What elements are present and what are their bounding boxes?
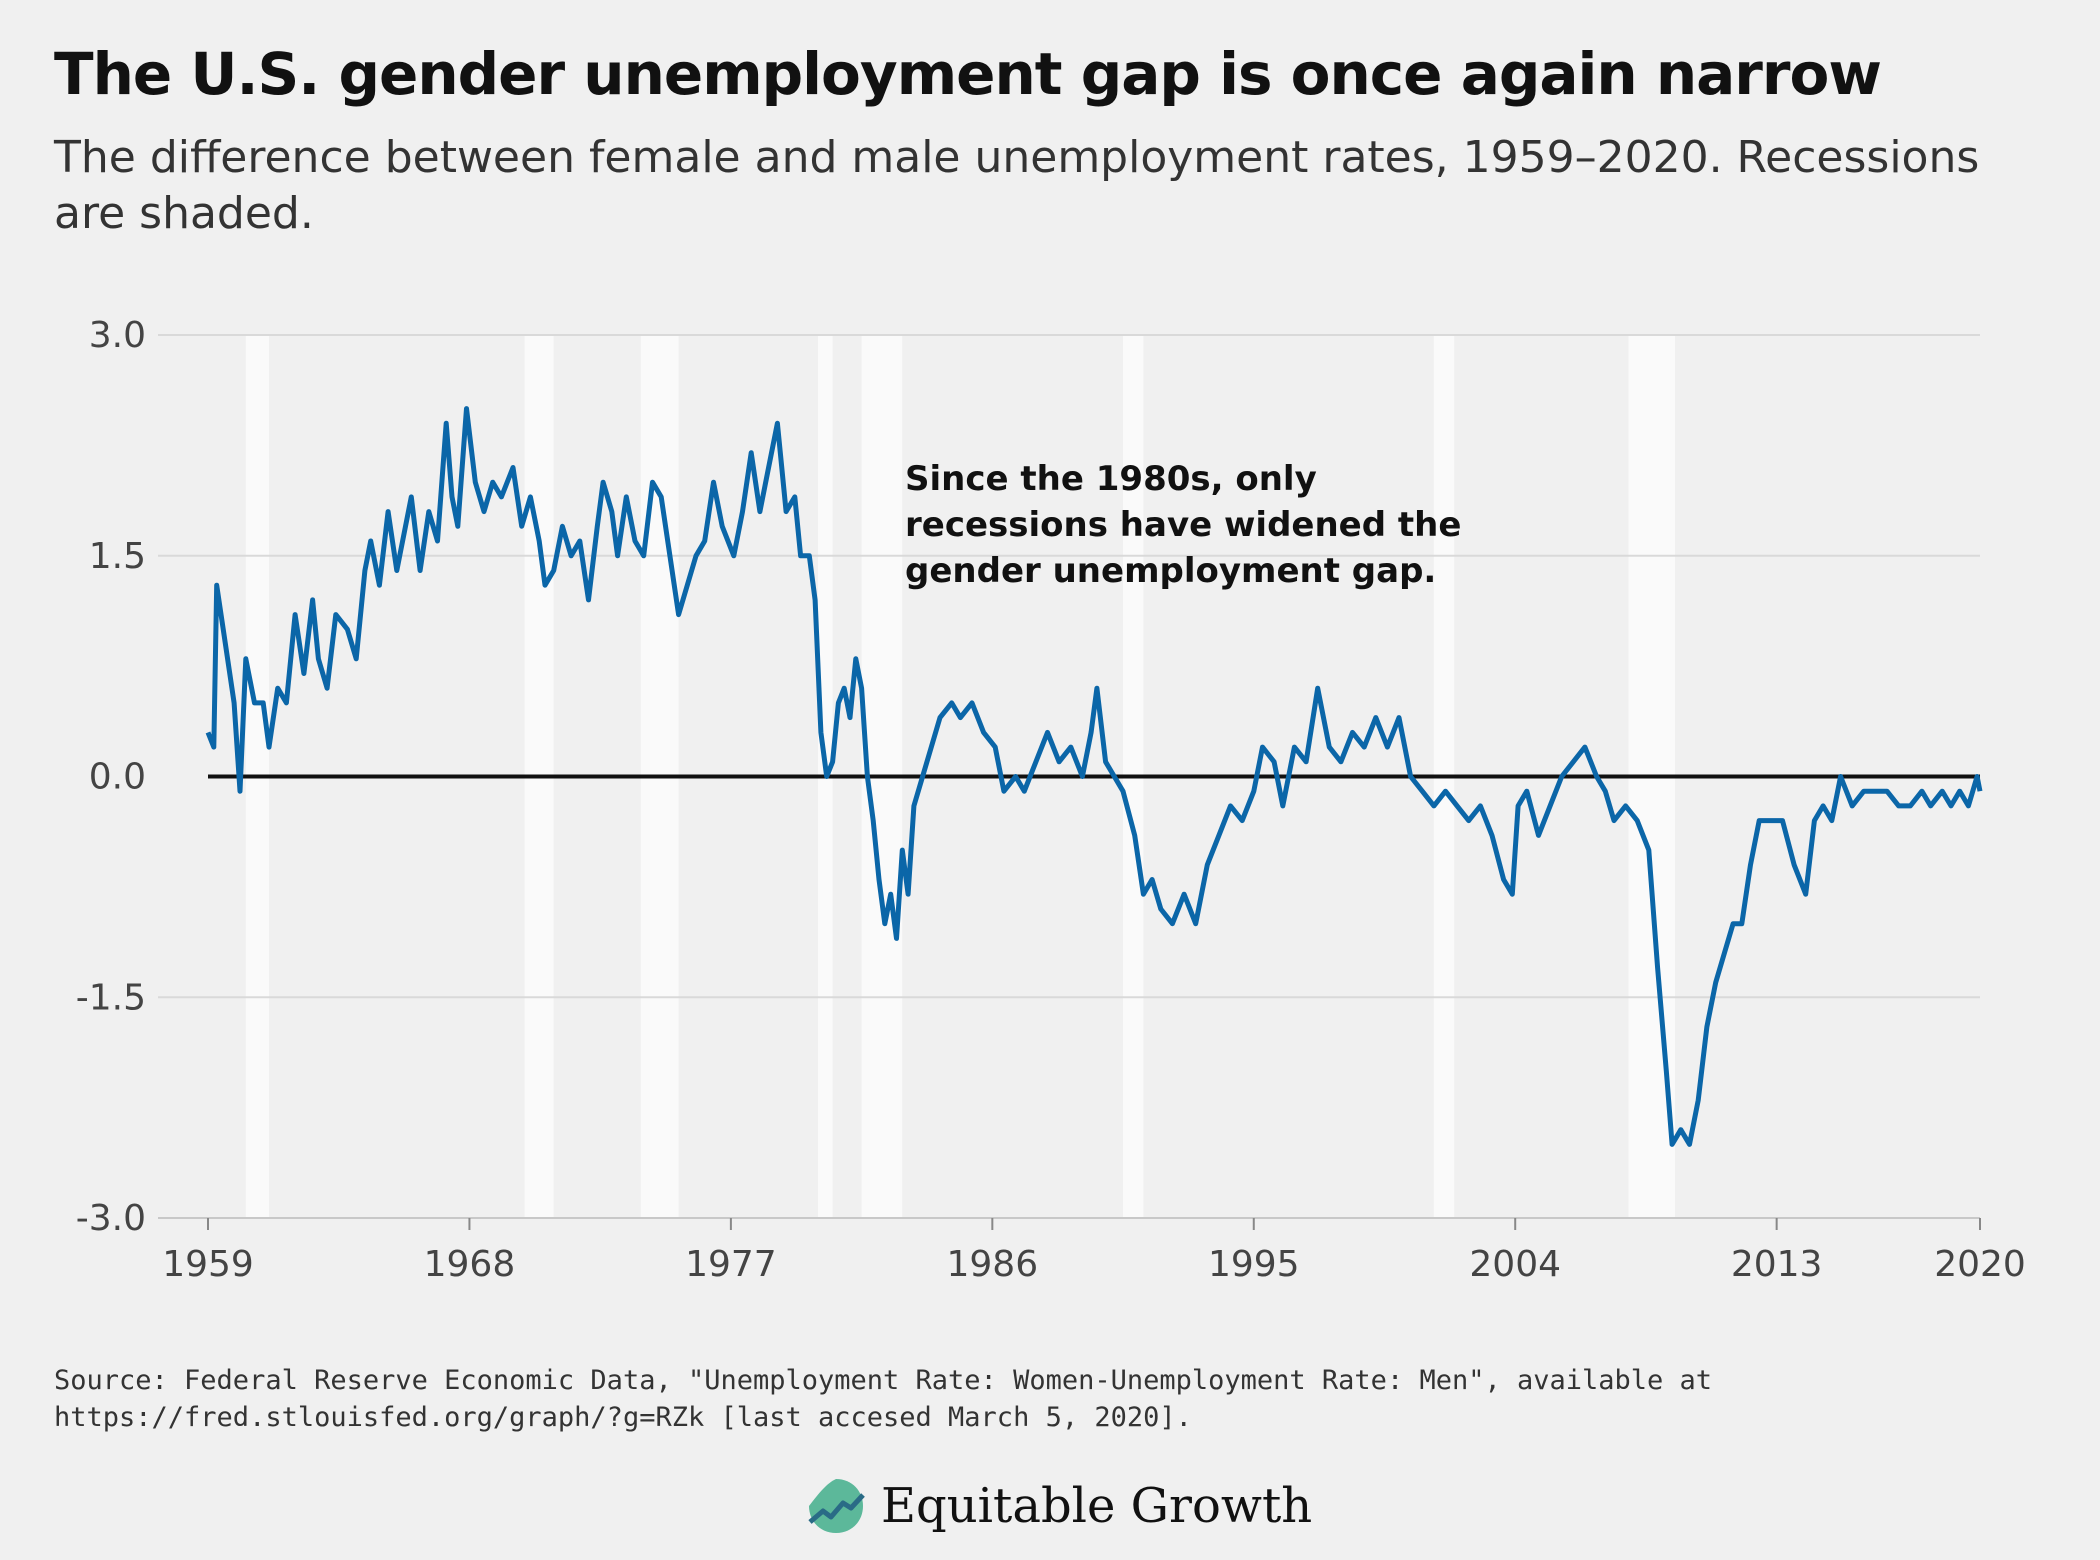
y-tick-label: -3.0: [76, 1198, 146, 1239]
x-tick-label: 1977: [685, 1244, 777, 1285]
annotation-line: gender unemployment gap.: [905, 551, 1436, 591]
x-axis: 1959 1968 1977 1986 1995 2004 2013 2020: [158, 1217, 2026, 1285]
x-tick-label: 1959: [162, 1244, 254, 1285]
y-tick-label: 3.0: [89, 315, 146, 356]
x-tick-label: 1968: [424, 1244, 516, 1285]
line-chart: 3.0 1.5 0.0 -1.5 -3.0 1959 1968 1977 1986 1995 20…: [76, 315, 2026, 1285]
x-tick-label: 1986: [947, 1244, 1039, 1285]
series-line-gender-gap: [205, 406, 1983, 1147]
y-tick-label: -1.5: [76, 977, 146, 1018]
x-tick-label: 1995: [1208, 1244, 1300, 1285]
annotation-line: Since the 1980s, only: [905, 459, 1317, 499]
y-tick-label: 1.5: [89, 536, 146, 577]
growth-leaf-chart-icon: [808, 1479, 865, 1533]
y-axis: 3.0 1.5 0.0 -1.5 -3.0: [76, 315, 146, 1239]
annotation: Since the 1980s, only recessions have wid…: [905, 459, 1461, 591]
brand: Equitable Growth: [805, 1475, 1312, 1537]
x-tick-label: 2013: [1731, 1244, 1823, 1285]
annotation-line: recessions have widened the: [905, 505, 1461, 545]
brand-name: Equitable Growth: [881, 1478, 1313, 1534]
chart-title: The U.S. gender unemployment gap is once…: [54, 40, 1882, 108]
y-tick-label: 0.0: [89, 757, 146, 798]
x-tick-label: 2004: [1469, 1244, 1561, 1285]
chart-subtitle: The difference between female and male u…: [54, 132, 1980, 239]
x-tick-label: 2020: [1934, 1244, 2026, 1285]
source-note: Source: Federal Reserve Economic Data, "…: [54, 1365, 1713, 1433]
